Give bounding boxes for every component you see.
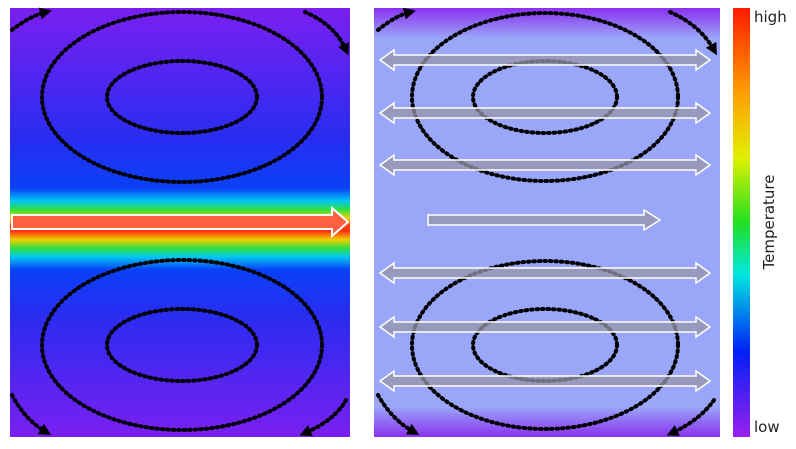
heat-arrow [11,205,350,239]
double-arrows [378,48,712,393]
colorbar [733,8,750,437]
colorbar-high: high [754,8,787,26]
colorbar-low: low [754,418,780,436]
colorbar-title: Temperature [760,174,778,270]
